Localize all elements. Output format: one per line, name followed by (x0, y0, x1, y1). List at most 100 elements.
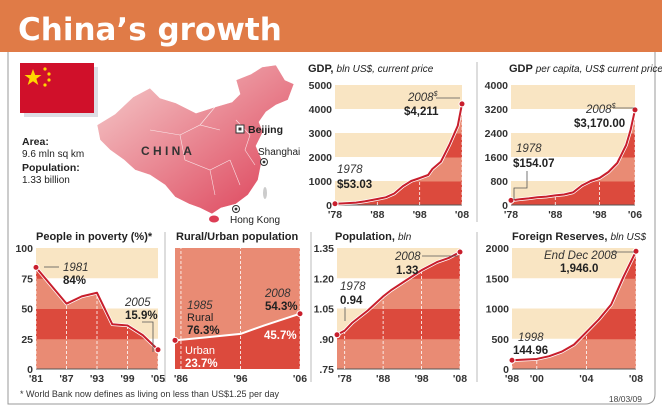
background-band (512, 248, 636, 279)
res-title: Foreign Reserves, (512, 231, 607, 243)
background-band (335, 133, 462, 157)
y-tick-label: 800 (490, 176, 508, 188)
gdp-annot-year-start: 1978 (337, 164, 363, 176)
pop-annot-value-end: 1.33 (396, 265, 418, 277)
x-tick-label: '98 (505, 373, 519, 385)
ru-annot-year-end: 2008 (264, 288, 291, 300)
pop-annot-value-start: 0.94 (340, 295, 363, 307)
gdp-chart-title: GDP, bln US$, current price (308, 63, 434, 75)
x-tick-label: '86 (174, 373, 188, 385)
ru-annot-year-start: 1985 (187, 300, 213, 312)
data-point (171, 336, 179, 344)
y-tick-label: 1000 (309, 176, 333, 188)
x-tick-label: '96 (233, 373, 247, 385)
ru-annot-urban-end: 45.7% (264, 330, 297, 342)
background-band (335, 85, 462, 109)
background-band (511, 85, 635, 109)
x-tick-label: '04 (579, 373, 593, 385)
y-tick-label: 25 (21, 334, 33, 346)
y-tick-label: 1.05 (314, 304, 335, 316)
annotations-layer: 1978 $53.03 2008$ $4,211 1978 $154.07 20… (44, 91, 634, 370)
shanghai-marker-icon (260, 158, 268, 166)
china-flag-icon (20, 63, 98, 117)
y-tick-label: 100 (15, 243, 33, 255)
gdp-end-year: 2008 (407, 92, 434, 104)
ru-annot-urban-label: Urban (185, 345, 215, 357)
x-tick-label: '08 (629, 373, 643, 385)
x-tick-label: '99 (120, 373, 134, 385)
data-point (296, 310, 304, 318)
x-tick-label: '08 (455, 209, 469, 221)
x-tick-label: '08 (453, 373, 467, 385)
city-shanghai: Shanghai (258, 147, 300, 158)
res-annot-year-start: 1998 (518, 332, 544, 344)
map-country-label: C H I N A (141, 144, 192, 158)
res-subtitle: bln US$ (610, 232, 646, 243)
page-title: China’s growth (18, 12, 282, 48)
x-tick-label: '87 (59, 373, 73, 385)
background-band (511, 133, 635, 157)
series-line (511, 250, 637, 362)
y-tick-label: 3000 (309, 128, 333, 140)
gdp-annot-year-end: 2008$ (407, 91, 438, 104)
pop-chart: .75 .90 1.05 1.20 1.35 '78 '88 '98 '08 (314, 243, 468, 385)
area-label: Area: (22, 136, 49, 148)
area-band (337, 338, 460, 369)
x-tick-label: '06 (628, 209, 642, 221)
res-annot-year-end: End Dec 2008 (544, 250, 617, 262)
y-tick-label: .90 (319, 334, 334, 346)
poverty-annot-year-end: 2005 (124, 297, 151, 309)
y-tick-label: 1.20 (314, 273, 335, 285)
data-point (458, 100, 466, 108)
gdppc-annot-value-end: $3,170.00 (574, 118, 625, 130)
background-band (335, 109, 462, 133)
y-tick-label: 3200 (485, 104, 509, 116)
series-line-halo (174, 312, 301, 342)
res-annot-value-start: 144.96 (513, 345, 548, 357)
x-tick-label: '78 (338, 373, 352, 385)
x-tick-label: '98 (413, 209, 427, 221)
ru-chart: '86 '96 '06 (171, 248, 307, 385)
city-hong-kong: Hong Kong (230, 215, 280, 226)
y-tick-label: .75 (319, 364, 334, 376)
footnote: * World Bank now defines as living on le… (20, 389, 279, 399)
gdp-end-mark: $ (433, 91, 438, 98)
y-tick-label: 2000 (309, 152, 333, 164)
ru-annot-rural-label: Rural (187, 312, 213, 324)
gdp-annot-value-start: $53.03 (337, 179, 372, 191)
data-point (508, 356, 516, 364)
x-tick-label: '78 (328, 209, 342, 221)
gdppc-chart: 0 800 1600 2400 3200 4000 '78 '88 '98 '06 (485, 80, 643, 221)
leader-line (142, 321, 154, 352)
pop-title: Population, (335, 231, 395, 243)
x-tick-label: '06 (293, 373, 307, 385)
poverty-annot-value-end: 15.9% (125, 310, 158, 322)
poverty-chart: 0 25 50 75 100 '81 '87 '93 '99 '05 (15, 243, 165, 385)
data-point (456, 248, 464, 256)
area-value: 9.6 mln sq km (22, 149, 84, 160)
data-point (507, 196, 515, 204)
panel-frame (7, 52, 656, 405)
gdppc-title: GDP (509, 63, 533, 75)
y-tick-label: 0 (27, 364, 33, 376)
x-tick-label: '00 (530, 373, 544, 385)
china-map (96, 64, 295, 223)
series-line (334, 103, 463, 205)
gdp-title: GDP, (308, 63, 333, 75)
y-tick-label: 1000 (486, 304, 510, 316)
poverty-annot-value-start: 84% (63, 275, 86, 287)
y-tick-label: 1.35 (314, 243, 335, 255)
date-stamp: 18/03/09 (609, 394, 642, 404)
res-annot-value-end: 1,946.0 (560, 263, 598, 275)
rural-urban-chart-title: Rural/Urban population (176, 231, 299, 243)
poverty-annot-year-start: 1981 (63, 262, 89, 274)
x-tick-label: '88 (370, 209, 384, 221)
charts-layer: 010002000300040005000'78'88'98'080800160… (15, 80, 643, 385)
data-point (32, 263, 40, 271)
y-tick-label: 2000 (486, 243, 510, 255)
gdppc-end-mark: $ (611, 103, 616, 110)
series-line (336, 251, 461, 336)
gdp-per-capita-chart-title: GDP per capita, US$ current price (509, 63, 662, 75)
background-band (36, 248, 158, 279)
gdppc-annot-value-start: $154.07 (513, 158, 555, 170)
